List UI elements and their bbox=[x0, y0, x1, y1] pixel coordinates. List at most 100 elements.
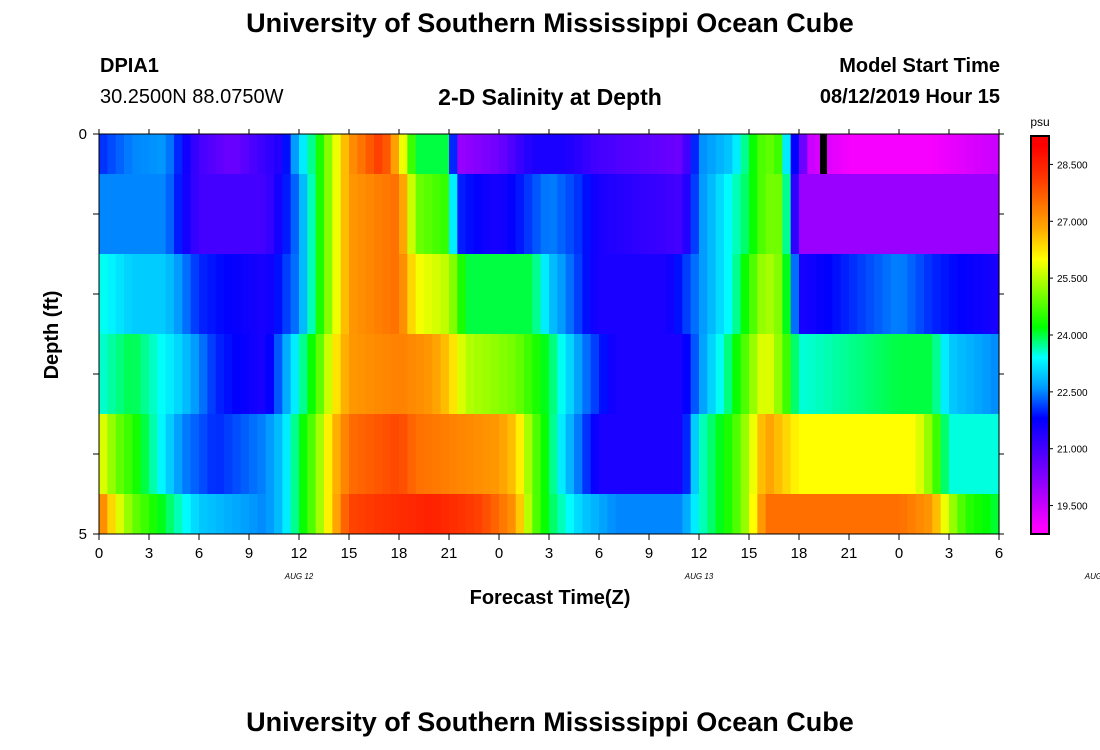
heatmap-cell bbox=[599, 494, 608, 534]
heatmap-cell bbox=[399, 134, 408, 174]
heatmap-cell bbox=[265, 134, 275, 174]
heatmap-cell bbox=[715, 494, 725, 534]
heatmap-cell bbox=[274, 494, 283, 534]
heatmap-cell bbox=[982, 174, 992, 254]
heatmap-cell bbox=[790, 134, 800, 174]
heatmap-cell bbox=[940, 134, 950, 174]
heatmap-cell bbox=[849, 334, 858, 414]
heatmap-cell bbox=[382, 414, 392, 494]
heatmap-cell bbox=[615, 334, 625, 414]
heatmap-cell bbox=[257, 414, 267, 494]
heatmap-cell bbox=[257, 254, 267, 334]
heatmap-cell bbox=[924, 174, 933, 254]
heatmap-cell bbox=[307, 494, 317, 534]
heatmap-cell bbox=[949, 494, 958, 534]
colorbar-tick-label: 24.000 bbox=[1057, 331, 1088, 342]
heatmap-cell bbox=[174, 254, 183, 334]
heatmap-cell bbox=[249, 334, 258, 414]
heatmap-cell bbox=[99, 134, 108, 174]
heatmap-cell bbox=[274, 174, 283, 254]
heatmap-cell bbox=[599, 334, 608, 414]
heatmap-cell bbox=[199, 254, 208, 334]
heatmap-cell bbox=[907, 174, 917, 254]
heatmap-cell bbox=[340, 414, 350, 494]
heatmap-cell bbox=[340, 494, 350, 534]
heatmap-cell bbox=[840, 414, 850, 494]
heatmap-cell bbox=[224, 174, 233, 254]
heatmap-cell bbox=[332, 334, 342, 414]
colorbar-tick-label: 19.500 bbox=[1057, 502, 1088, 513]
heatmap-cell bbox=[490, 334, 500, 414]
heatmap-cell bbox=[665, 494, 675, 534]
heatmap-cell bbox=[240, 414, 250, 494]
heatmap-cell bbox=[432, 334, 442, 414]
heatmap-cell bbox=[815, 254, 825, 334]
heatmap-cell bbox=[149, 414, 158, 494]
heatmap-cell bbox=[674, 494, 683, 534]
heatmap-cell bbox=[357, 494, 367, 534]
heatmap-cell bbox=[140, 494, 150, 534]
heatmap-cell bbox=[982, 254, 992, 334]
heatmap-cell bbox=[607, 254, 617, 334]
heatmap-cell bbox=[307, 254, 317, 334]
heatmap-cell bbox=[174, 174, 183, 254]
heatmap-cell bbox=[790, 174, 800, 254]
heatmap-cell bbox=[132, 414, 142, 494]
heatmap-cell bbox=[107, 254, 117, 334]
x-tick-label: 0 bbox=[895, 545, 903, 562]
heatmap-cell bbox=[324, 494, 333, 534]
heatmap-cell bbox=[990, 494, 1000, 534]
heatmap-cell bbox=[449, 134, 458, 174]
heatmap-cell bbox=[165, 134, 175, 174]
heatmap-cell bbox=[140, 414, 150, 494]
heatmap-cell bbox=[457, 334, 467, 414]
heatmap-cell bbox=[782, 134, 792, 174]
x-tick-label: 15 bbox=[741, 545, 758, 562]
heatmap-cell bbox=[315, 334, 325, 414]
x-tick-label: 9 bbox=[245, 545, 253, 562]
heatmap-cell bbox=[324, 414, 333, 494]
heatmap-cell bbox=[965, 334, 975, 414]
heatmap-cell bbox=[607, 134, 617, 174]
heatmap-cell bbox=[257, 334, 267, 414]
heatmap-cell bbox=[524, 174, 533, 254]
heatmap-cell bbox=[957, 134, 967, 174]
heatmap-cell bbox=[182, 334, 192, 414]
heatmap-cell bbox=[99, 174, 108, 254]
heatmap-cell bbox=[607, 334, 617, 414]
heatmap-cell bbox=[882, 174, 892, 254]
heatmap-cell bbox=[532, 494, 542, 534]
heatmap-cell bbox=[207, 174, 217, 254]
heatmap-cell bbox=[674, 334, 683, 414]
heatmap-cell bbox=[299, 254, 308, 334]
heatmap-cell bbox=[165, 414, 175, 494]
heatmap-cell bbox=[682, 174, 692, 254]
heatmap-cell bbox=[965, 254, 975, 334]
x-tick-label: 21 bbox=[441, 545, 458, 562]
heatmap-cell bbox=[290, 334, 300, 414]
heatmap-cell bbox=[757, 494, 767, 534]
x-tick-label: 0 bbox=[495, 545, 503, 562]
colorbar-tick-label: 25.500 bbox=[1057, 274, 1088, 285]
heatmap-cell bbox=[474, 254, 483, 334]
heatmap-cell bbox=[590, 254, 600, 334]
heatmap-cell bbox=[699, 414, 708, 494]
heatmap-cell bbox=[940, 334, 950, 414]
heatmap-cell bbox=[249, 494, 258, 534]
heatmap-cell bbox=[299, 134, 308, 174]
heatmap-cell bbox=[665, 334, 675, 414]
heatmap-cell bbox=[107, 494, 117, 534]
heatmap-cell bbox=[115, 414, 125, 494]
heatmap-cell bbox=[132, 134, 142, 174]
heatmap-cell bbox=[890, 174, 900, 254]
date-label: AUG 14 bbox=[1084, 572, 1100, 581]
heatmap-cell bbox=[924, 254, 933, 334]
heatmap-cell bbox=[107, 334, 117, 414]
heatmap-cell bbox=[849, 414, 858, 494]
heatmap-cell bbox=[632, 414, 642, 494]
heatmap-cell bbox=[874, 494, 883, 534]
heatmap-cell bbox=[874, 174, 883, 254]
heatmap-cell bbox=[882, 334, 892, 414]
heatmap-cell bbox=[290, 414, 300, 494]
heatmap-cell bbox=[824, 134, 833, 174]
